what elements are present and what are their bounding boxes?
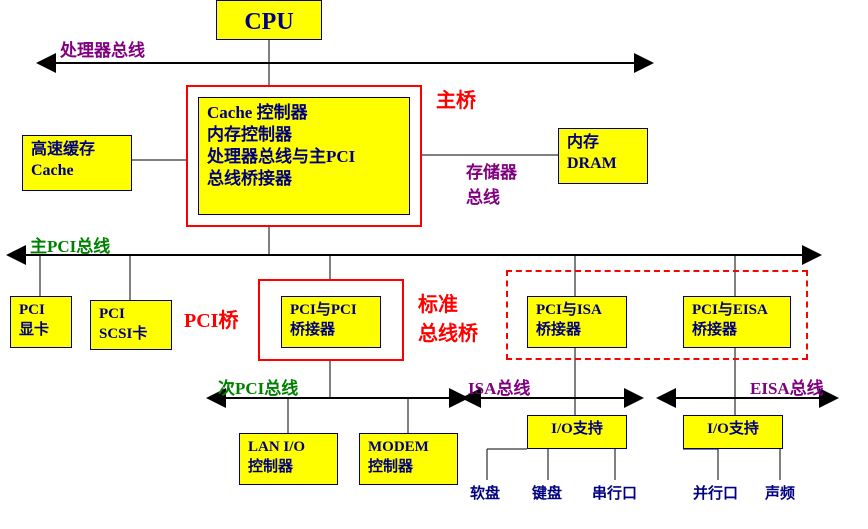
node-lan-line: 控制器 [248, 458, 329, 478]
label-pci_bridge: PCI桥 [184, 304, 238, 333]
label-audio: 声频 [765, 482, 795, 503]
label-mainbridge: 主桥 [436, 84, 476, 113]
node-io_isa-line: I/O支持 [536, 420, 618, 440]
label-serial: 串行口 [592, 482, 637, 503]
node-pci_pci-line: 桥接器 [290, 321, 372, 341]
node-io_eisa: I/O支持 [683, 415, 783, 449]
label-mem_bus: 存储器 总线 [466, 158, 517, 208]
node-modem: MODEM控制器 [359, 433, 458, 485]
node-io_eisa-line: I/O支持 [692, 420, 774, 440]
node-lan: LAN I/O控制器 [239, 433, 338, 485]
node-bridge_main-line: Cache 控制器 [207, 102, 401, 124]
label-sub_pci: 次PCI总线 [218, 374, 298, 399]
node-pci_eisa-line: 桥接器 [692, 321, 782, 341]
node-pci_scsi: PCISCSI卡 [90, 300, 172, 350]
label-proc_bus: 处理器总线 [60, 36, 145, 61]
node-cache-line: 高速缓存 [31, 140, 123, 161]
label-keyboard: 键盘 [532, 482, 562, 503]
node-bridge_main-line: 内存控制器 [207, 124, 401, 146]
label-eisa_bus: EISA总线 [750, 374, 824, 399]
label-std_bridge: 标准 总线桥 [418, 288, 478, 346]
label-parallel: 并行口 [693, 482, 738, 503]
node-pci_pci-line: PCI与PCI [290, 301, 372, 321]
label-main_pci: 主PCI总线 [30, 232, 110, 257]
node-bridge_main: Cache 控制器内存控制器处理器总线与主PCI总线桥接器 [198, 97, 410, 215]
node-dram: 内存DRAM [558, 128, 648, 184]
node-lan-line: LAN I/O [248, 438, 329, 458]
node-dram-line: 内存 [567, 133, 639, 154]
node-cache: 高速缓存Cache [22, 135, 132, 191]
node-pci_scsi-line: PCI [99, 305, 163, 325]
node-pci_vga-line: PCI [19, 301, 63, 321]
node-bridge_main-line: 处理器总线与主PCI [207, 146, 401, 168]
node-cpu-line: CPU [225, 7, 313, 38]
node-bridge_main-line: 总线桥接器 [207, 168, 401, 190]
node-modem-line: 控制器 [368, 458, 449, 478]
label-floppy: 软盘 [470, 482, 500, 503]
node-pci_isa-line: PCI与ISA [536, 301, 618, 321]
node-pci_pci: PCI与PCI桥接器 [281, 296, 381, 348]
node-io_isa: I/O支持 [527, 415, 627, 449]
node-dram-line: DRAM [567, 154, 639, 175]
node-cache-line: Cache [31, 161, 123, 182]
node-cpu: CPU [216, 0, 322, 40]
node-pci_isa-line: 桥接器 [536, 321, 618, 341]
node-pci_isa: PCI与ISA桥接器 [527, 296, 627, 348]
node-pci_eisa: PCI与EISA桥接器 [683, 296, 791, 348]
node-pci_vga-line: 显卡 [19, 321, 63, 341]
node-pci_eisa-line: PCI与EISA [692, 301, 782, 321]
node-pci_scsi-line: SCSI卡 [99, 325, 163, 345]
label-isa_bus: ISA总线 [468, 374, 530, 399]
node-modem-line: MODEM [368, 438, 449, 458]
node-pci_vga: PCI显卡 [10, 296, 72, 348]
